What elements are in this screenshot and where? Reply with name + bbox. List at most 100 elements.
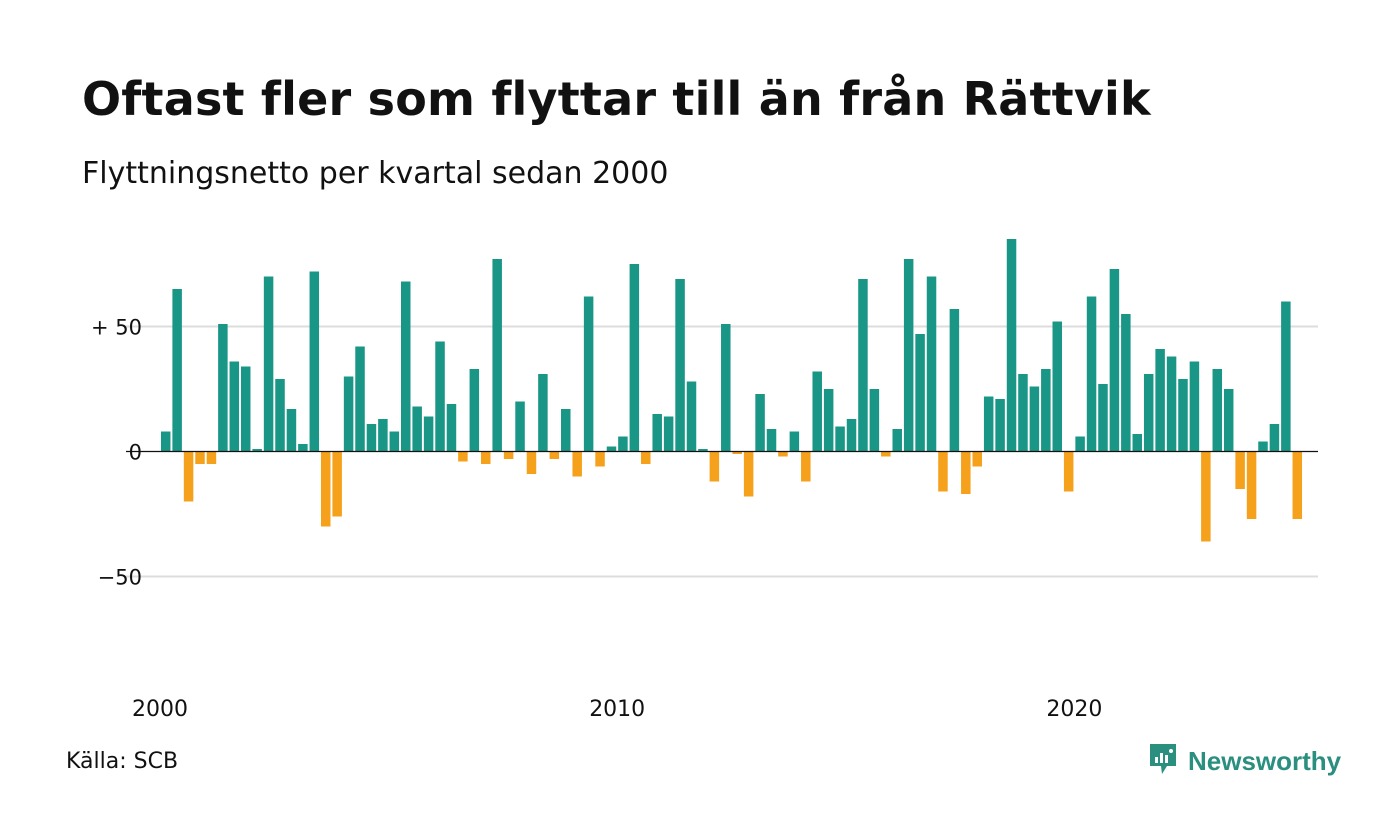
bar <box>355 346 365 452</box>
bar <box>823 389 834 452</box>
bar <box>1132 434 1143 452</box>
bar <box>686 381 697 452</box>
bar <box>995 399 1005 452</box>
bar <box>629 264 640 452</box>
bar <box>1292 451 1303 519</box>
bar <box>1143 374 1154 452</box>
bar <box>583 296 594 452</box>
y-tick-label: 0 <box>129 441 142 465</box>
bar <box>938 451 948 492</box>
bar <box>469 369 480 452</box>
bar <box>1041 369 1051 452</box>
bar <box>1121 314 1131 452</box>
bar <box>458 451 468 462</box>
bar <box>618 436 628 452</box>
bar <box>1166 356 1177 452</box>
bar <box>961 451 971 494</box>
bar <box>1281 301 1291 452</box>
bar <box>446 404 457 452</box>
bar <box>309 271 320 452</box>
bar <box>1029 386 1040 452</box>
bar <box>320 451 331 527</box>
x-tick-label: 2010 <box>589 697 645 722</box>
bar <box>492 259 502 452</box>
bar <box>366 424 377 452</box>
bar <box>675 279 685 452</box>
bar <box>412 406 422 452</box>
bar <box>229 361 240 452</box>
chart-title: Oftast fler som flyttar till än från Rät… <box>82 72 1151 126</box>
bar <box>218 324 228 452</box>
bar <box>1086 296 1097 452</box>
x-tick-label: 2000 <box>132 697 188 722</box>
bar <box>732 451 742 454</box>
bar <box>606 446 617 452</box>
bar <box>503 451 514 459</box>
bar <box>1018 374 1028 452</box>
bar <box>423 416 434 452</box>
bar <box>549 451 560 459</box>
bar <box>641 451 651 464</box>
bar <box>172 289 182 452</box>
bar <box>275 379 285 452</box>
bar <box>286 409 297 452</box>
bar <box>881 451 891 457</box>
bar <box>1189 361 1200 452</box>
bar <box>721 324 731 452</box>
bar <box>538 374 548 452</box>
bar <box>1258 441 1268 452</box>
bar <box>1098 384 1108 452</box>
bar <box>252 449 262 452</box>
bar <box>263 276 274 452</box>
bar <box>778 451 788 457</box>
bar <box>858 279 868 452</box>
brand-name: Newsworthy <box>1188 745 1342 776</box>
bar <box>709 451 720 482</box>
bar <box>1223 389 1234 452</box>
bar <box>298 444 308 452</box>
bar <box>983 396 994 452</box>
bar <box>183 451 194 502</box>
bar <box>378 419 388 452</box>
bar <box>515 401 525 452</box>
bar <box>846 419 857 452</box>
bar <box>903 259 914 452</box>
bar <box>926 276 937 452</box>
bar <box>698 449 708 452</box>
bar <box>892 429 902 452</box>
y-tick-label: + 50 <box>91 316 142 340</box>
bar <box>743 451 754 497</box>
bar <box>1063 451 1074 492</box>
brand-logo: Newsworthy <box>1148 742 1341 780</box>
bar <box>195 451 205 464</box>
bar <box>526 451 537 474</box>
bar <box>343 376 354 452</box>
bar <box>835 426 845 452</box>
bar <box>663 416 674 452</box>
bar <box>1212 369 1223 452</box>
bar <box>332 451 342 517</box>
bar <box>572 451 582 477</box>
bar <box>206 451 217 464</box>
newsworthy-logo-icon <box>1148 742 1178 780</box>
bar <box>1246 451 1257 519</box>
bar <box>1109 269 1120 452</box>
bar <box>1075 436 1085 452</box>
bar <box>755 394 765 452</box>
bar <box>160 431 171 452</box>
bar <box>240 366 251 452</box>
y-tick-label: −50 <box>98 566 142 590</box>
bar <box>481 451 491 464</box>
bar <box>789 431 800 452</box>
bar <box>949 309 960 452</box>
bar <box>812 371 822 452</box>
bar <box>435 341 445 452</box>
bar <box>1269 424 1280 452</box>
chart-subtitle: Flyttningsnetto per kvartal sedan 2000 <box>82 156 669 191</box>
bar <box>595 451 605 467</box>
source-label: Källa: SCB <box>66 749 179 774</box>
bar <box>972 451 982 467</box>
bar <box>915 334 925 452</box>
bar <box>1052 321 1063 452</box>
